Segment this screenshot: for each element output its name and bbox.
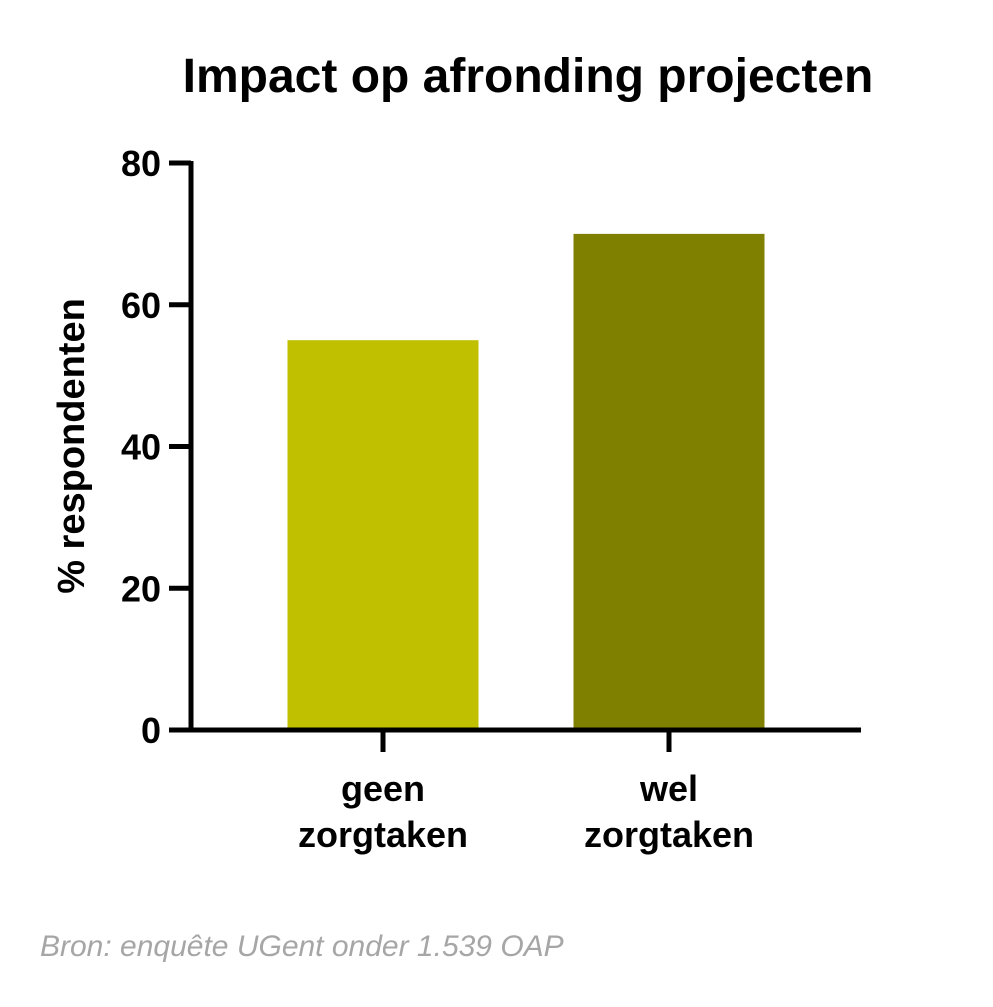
bar-1 xyxy=(573,233,765,730)
y-tick-label: 40 xyxy=(121,427,161,468)
x-tick-label-line: zorgtaken xyxy=(298,814,468,855)
y-tick-label: 0 xyxy=(141,710,161,751)
source-note: Bron: enquête UGent onder 1.539 OAP xyxy=(40,930,564,963)
x-tick-label-line: wel xyxy=(639,768,698,809)
x-tick-label: geen zorgtaken xyxy=(298,768,468,855)
y-tick-label: 80 xyxy=(121,143,161,184)
x-tick-label: wel zorgtaken xyxy=(584,768,754,855)
x-axis: geen zorgtaken wel zorgtaken xyxy=(169,727,861,855)
x-tick-label-line: zorgtaken xyxy=(584,814,754,855)
y-axis-label: % respondenten xyxy=(51,298,93,594)
x-tick-label-line: geen xyxy=(341,768,425,809)
y-axis: 0 20 40 60 80 xyxy=(121,143,194,751)
bar-0 xyxy=(287,340,479,730)
y-tick-label: 20 xyxy=(121,568,161,609)
y-tick-label: 60 xyxy=(121,285,161,326)
bars-group xyxy=(287,233,765,730)
chart-title: Impact op afronding projecten xyxy=(183,50,874,103)
